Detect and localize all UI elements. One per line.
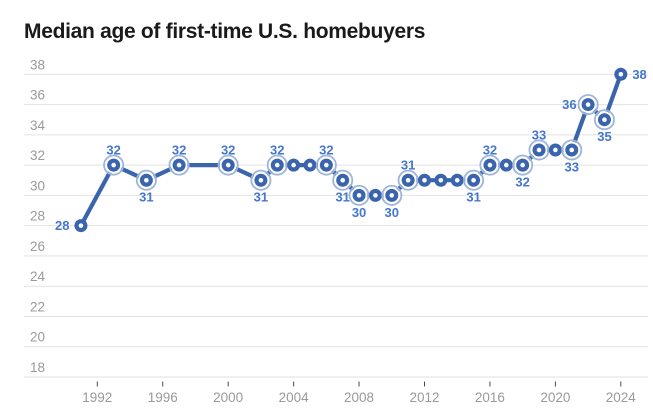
x-axis-tick-label: 2016 xyxy=(475,390,505,405)
data-point-marker-hole xyxy=(176,162,182,168)
data-point-marker-hole xyxy=(422,177,427,183)
y-axis-tick-label: 36 xyxy=(30,88,45,103)
data-point-label: 31 xyxy=(139,190,153,205)
y-axis-tick-label: 24 xyxy=(30,269,46,284)
data-point-marker-hole xyxy=(536,147,542,153)
data-point-marker-hole xyxy=(487,162,493,168)
data-point-marker-hole xyxy=(520,162,525,168)
data-point-label: 30 xyxy=(385,205,399,220)
data-point-label: 31 xyxy=(401,158,415,173)
chart-title: Median age of first-time U.S. homebuyers xyxy=(24,20,426,43)
data-point-label: 30 xyxy=(352,205,366,220)
y-axis-tick-label: 32 xyxy=(30,148,45,163)
y-axis-tick-label: 30 xyxy=(30,178,45,193)
data-point-label: 35 xyxy=(597,129,611,144)
data-point-halo xyxy=(250,169,272,191)
data-point-halo xyxy=(463,169,485,191)
data-point-marker-hole xyxy=(274,162,280,168)
data-point-marker-hole xyxy=(553,147,558,153)
data-point-marker-hole xyxy=(340,177,346,183)
data-point-marker-hole xyxy=(471,177,476,183)
data-point-marker-hole xyxy=(389,193,395,198)
data-point-label: 31 xyxy=(254,190,268,205)
x-axis-tick-label: 2012 xyxy=(409,390,439,405)
data-point-label: 38 xyxy=(632,67,646,82)
data-point-label: 32 xyxy=(172,143,186,158)
data-point-halo xyxy=(593,109,615,131)
data-point-label: 33 xyxy=(532,127,546,142)
data-point-halo xyxy=(168,154,190,176)
data-point-marker-hole xyxy=(454,177,460,183)
x-axis-tick-label: 1996 xyxy=(148,390,178,405)
data-point-label: 32 xyxy=(270,143,284,158)
data-point-label: 32 xyxy=(106,143,120,158)
y-axis-tick-label: 20 xyxy=(30,330,45,345)
data-point-marker-hole xyxy=(373,193,378,198)
y-axis-tick-label: 22 xyxy=(30,299,45,314)
data-point-marker-hole xyxy=(438,177,444,183)
y-axis-tick-label: 28 xyxy=(30,209,45,224)
y-axis-tick-label: 26 xyxy=(30,239,45,254)
data-point-halo xyxy=(397,169,419,191)
data-point-marker-hole xyxy=(585,102,591,107)
data-point-label: 31 xyxy=(335,190,349,205)
data-point-halo xyxy=(103,154,125,176)
x-axis-tick-label: 2024 xyxy=(606,390,637,405)
data-point-halo xyxy=(561,139,583,161)
data-point-marker-hole xyxy=(405,177,411,183)
x-axis-tick-label: 2020 xyxy=(540,390,570,405)
data-point-marker-hole xyxy=(602,117,607,123)
data-point-halo xyxy=(348,184,370,206)
x-axis-tick-label: 2000 xyxy=(213,390,243,405)
data-point-halo xyxy=(315,154,337,176)
data-point-label: 31 xyxy=(466,190,480,205)
data-point-marker-hole xyxy=(258,177,264,183)
data-point-label: 32 xyxy=(319,143,333,158)
data-point-marker-hole xyxy=(324,162,329,168)
data-point-halo xyxy=(479,154,501,176)
y-axis-tick-label: 38 xyxy=(30,57,45,72)
data-point-marker-hole xyxy=(291,162,296,168)
data-point-label: 32 xyxy=(515,175,529,190)
data-point-marker-hole xyxy=(356,193,362,198)
data-point-label: 32 xyxy=(221,143,235,158)
data-point-halo xyxy=(217,154,239,176)
data-point-marker-hole xyxy=(307,162,313,168)
y-axis-tick-label: 18 xyxy=(30,360,45,375)
data-point-marker-hole xyxy=(111,162,116,168)
data-point-label: 28 xyxy=(55,218,69,233)
data-point-marker-hole xyxy=(144,177,149,183)
data-point-label: 33 xyxy=(565,159,579,174)
x-axis-tick-label: 2004 xyxy=(279,390,310,405)
data-point-halo xyxy=(332,169,354,191)
data-point-marker-hole xyxy=(504,162,509,168)
data-point-marker-hole xyxy=(225,162,231,168)
x-axis-tick-label: 2008 xyxy=(344,390,374,405)
data-point-halo xyxy=(528,139,550,161)
data-point-marker-hole xyxy=(78,223,84,228)
y-axis-tick-label: 34 xyxy=(30,118,46,133)
data-point-halo xyxy=(266,154,288,176)
data-point-marker-hole xyxy=(618,72,624,77)
data-point-label: 32 xyxy=(483,143,497,158)
data-point-halo xyxy=(381,184,403,206)
data-point-label: 36 xyxy=(562,97,576,112)
data-point-halo xyxy=(577,94,599,116)
x-axis-tick-label: 1992 xyxy=(82,390,112,405)
data-point-halo xyxy=(512,154,534,176)
data-point-halo xyxy=(135,169,157,191)
data-point-marker-hole xyxy=(569,147,575,153)
